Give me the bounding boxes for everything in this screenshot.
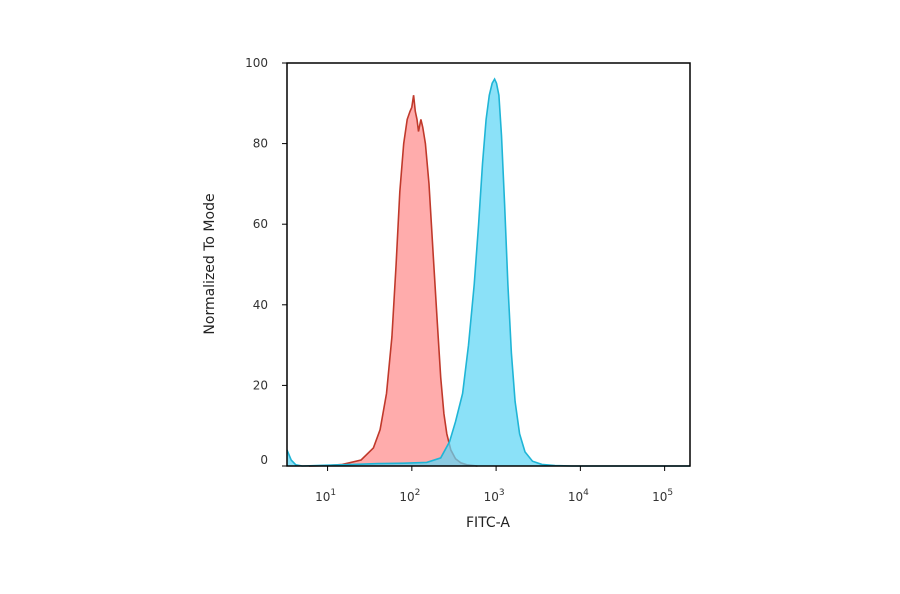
y-tick-label: 100 <box>245 56 268 70</box>
y-tick-label: 60 <box>253 217 268 231</box>
histogram-area-2 <box>287 79 690 466</box>
x-tick-label: 102 <box>399 488 420 504</box>
plot-frame <box>286 62 691 467</box>
x-tick-label: 103 <box>484 488 505 504</box>
y-tick-label: 40 <box>253 298 268 312</box>
x-tick-label: 104 <box>568 488 589 504</box>
y-axis-label: Normalized To Mode <box>202 193 218 334</box>
x-axis-ticks: 101 102 103 104 105 <box>315 466 673 504</box>
series-layer <box>286 77 690 467</box>
x-tick-label: 101 <box>315 488 336 504</box>
histogram-outline-2 <box>286 77 690 467</box>
histogram-outline-1 <box>308 95 478 467</box>
x-axis-label: FITC-A <box>466 515 510 531</box>
y-tick-label: 80 <box>253 137 268 151</box>
y-tick-label: 20 <box>253 378 268 392</box>
histogram-area-1 <box>308 95 478 466</box>
y-axis-ticks: 0 20 40 60 80 100 <box>245 56 287 467</box>
y-tick-label: 0 <box>260 453 268 467</box>
x-tick-label: 105 <box>652 488 673 504</box>
